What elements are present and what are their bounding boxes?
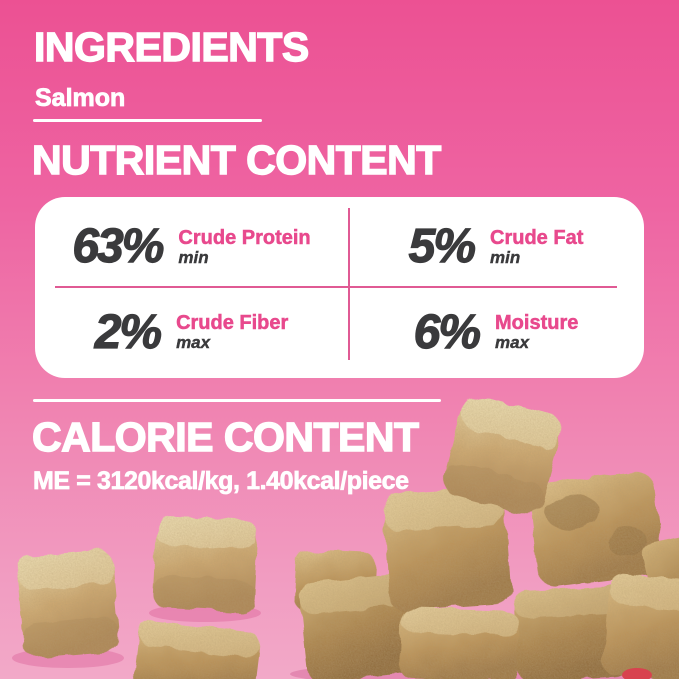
nutrient-content-title: NUTRIENT CONTENT — [31, 137, 442, 183]
treat-cube — [602, 573, 679, 679]
nutrient-value: 5% — [408, 220, 477, 273]
nutrient-qualifier: max — [176, 333, 211, 352]
red-accent — [622, 668, 652, 679]
treat-cube — [529, 471, 663, 587]
nutrient-label: Crude Fat — [490, 226, 584, 249]
calorie-content-title: CALORIE CONTENT — [31, 414, 419, 460]
nutrient-value: 2% — [94, 305, 163, 359]
treat-cube — [16, 550, 120, 658]
nutrient-cell-moisture: 6% Moisture max — [348, 287, 644, 378]
nutrient-cell-crude-fiber: 2% Crude Fiber max — [35, 287, 348, 378]
calorie-value: ME = 3120kcal/kg, 1.40kcal/piece — [33, 467, 410, 495]
nutrient-cell-crude-fat: 5% Crude Fat min — [348, 197, 644, 287]
treat-cube — [152, 516, 258, 612]
section-divider — [33, 399, 441, 402]
ingredients-title: INGREDIENTS — [33, 24, 310, 70]
card-vertical-divider — [348, 208, 350, 360]
nutrient-label: Crude Protein — [178, 226, 311, 249]
section-divider — [33, 119, 262, 122]
treat-cube — [399, 608, 519, 679]
ingredients-value: Salmon — [35, 84, 126, 112]
nutrient-qualifier: min — [490, 247, 521, 267]
treat-cube — [299, 574, 413, 679]
treat-cube — [133, 620, 261, 679]
nutrient-card: 63% Crude Protein min 5% Crude Fat min 2… — [35, 197, 644, 378]
nutrient-label: Moisture — [495, 312, 579, 334]
nutrient-qualifier: min — [178, 247, 209, 267]
nutrient-value: 6% — [413, 305, 482, 359]
nutrient-value: 63% — [72, 220, 165, 273]
treat-cube — [513, 585, 629, 679]
nutrient-label: Crude Fiber — [176, 312, 289, 334]
treat-cube — [444, 396, 562, 514]
card-horizontal-divider — [55, 286, 617, 288]
nutrient-qualifier: max — [495, 333, 530, 352]
nutrient-cell-crude-protein: 63% Crude Protein min — [35, 197, 348, 287]
